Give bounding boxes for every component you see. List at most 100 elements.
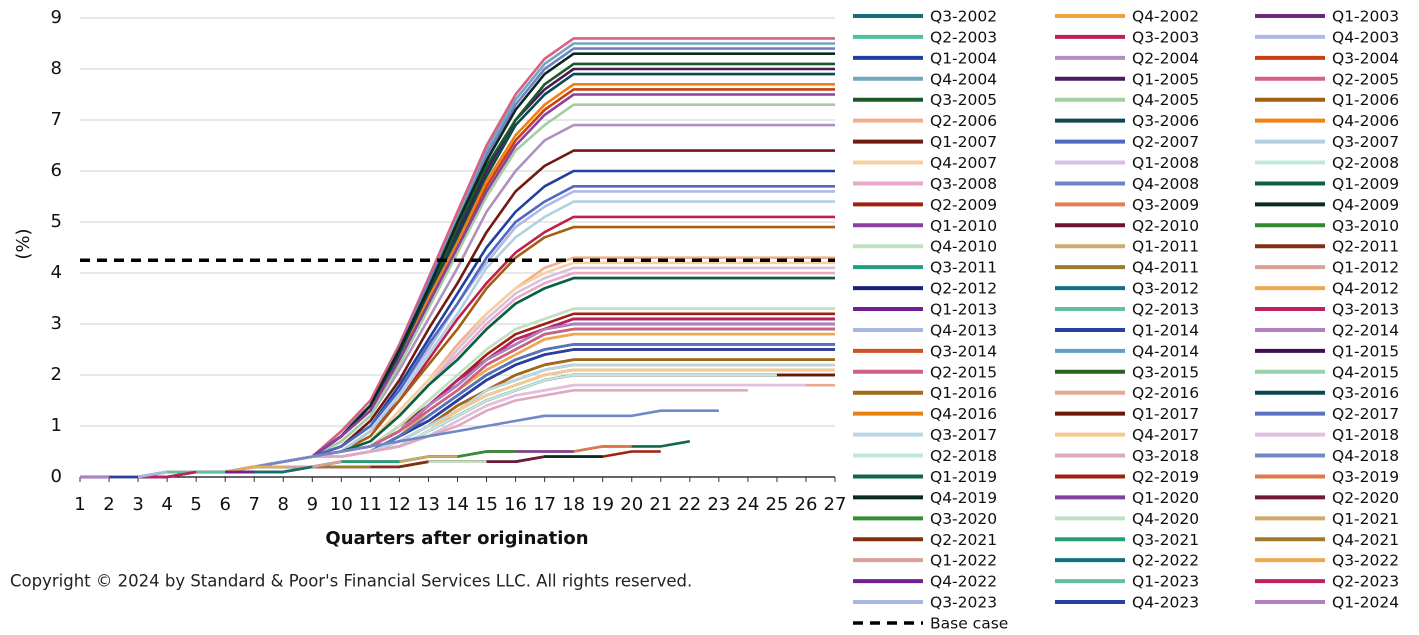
legend-label: Q2-2008 <box>1332 154 1399 172</box>
legend-label: Q2-2022 <box>1132 552 1199 570</box>
x-tick-label: 14 <box>446 494 469 515</box>
legend-label: Q2-2016 <box>1132 384 1199 402</box>
legend-label: Q1-2007 <box>930 133 997 151</box>
legend-label: Q3-2008 <box>930 175 997 193</box>
legend-label: Q1-2008 <box>1132 154 1199 172</box>
x-tick-label: 22 <box>678 494 701 515</box>
legend-label: Q3-2006 <box>1132 112 1199 130</box>
legend-label: Q3-2003 <box>1132 28 1199 46</box>
x-tick-label: 3 <box>132 494 143 515</box>
legend-label: Q2-2013 <box>1132 301 1199 319</box>
legend-label: Q3-2005 <box>930 91 997 109</box>
series-line <box>80 256 835 479</box>
legend-label: Q2-2012 <box>930 280 997 298</box>
legend-label: Q2-2021 <box>930 531 997 549</box>
series-line <box>80 358 835 479</box>
series-line <box>80 460 429 479</box>
legend-label: Q1-2005 <box>1132 70 1199 88</box>
legend-label: Q2-2014 <box>1332 321 1399 339</box>
legend-label: Q1-2020 <box>1132 489 1199 507</box>
legend-label: Q1-2009 <box>1332 175 1399 193</box>
legend-label: Q1-2004 <box>930 49 997 67</box>
legend-label: Q3-2011 <box>930 259 997 277</box>
legend-label: Q3-2002 <box>930 8 997 26</box>
legend-label: Q1-2023 <box>1132 573 1199 591</box>
legend-label: Q1-2024 <box>1332 594 1399 612</box>
legend-label: Q4-2004 <box>930 70 997 88</box>
y-axis-label: (%) <box>13 228 34 259</box>
legend-label: Q4-2009 <box>1332 196 1399 214</box>
legend-label: Q2-2006 <box>930 112 997 130</box>
legend-label: Q4-2014 <box>1132 342 1199 360</box>
x-tick-label: 23 <box>707 494 730 515</box>
legend-label: Q2-2010 <box>1132 217 1199 235</box>
y-tick-label: 8 <box>51 58 62 79</box>
y-tick-label: 4 <box>51 262 62 283</box>
legend-label: Q3-2013 <box>1332 301 1399 319</box>
x-tick-label: 27 <box>824 494 847 515</box>
legend-label: Q1-2016 <box>930 384 997 402</box>
legend-label: Q2-2003 <box>930 28 997 46</box>
x-tick-label: 2 <box>103 494 114 515</box>
y-tick-label: 3 <box>51 313 62 334</box>
legend-label: Q4-2002 <box>1132 8 1199 26</box>
legend-label: Q3-2007 <box>1332 133 1399 151</box>
legend-label: Q2-2017 <box>1332 405 1399 423</box>
legend-label: Q1-2012 <box>1332 259 1399 277</box>
legend-label: Q1-2021 <box>1332 510 1399 528</box>
legend-label: Q4-2019 <box>930 489 997 507</box>
legend-label: Q4-2007 <box>930 154 997 172</box>
x-tick-label: 11 <box>359 494 382 515</box>
legend-label: Q3-2010 <box>1332 217 1399 235</box>
x-tick-label: 24 <box>736 494 759 515</box>
legend-label: Q4-2016 <box>930 405 997 423</box>
legend-label: Q3-2021 <box>1132 531 1199 549</box>
y-tick-label: 7 <box>51 109 62 130</box>
x-tick-label: 4 <box>161 494 172 515</box>
legend-label: Q1-2011 <box>1132 238 1199 256</box>
x-tick-label: 26 <box>795 494 818 515</box>
legend-label: Q2-2009 <box>930 196 997 214</box>
series-line <box>80 266 835 479</box>
legend-label: Q4-2012 <box>1332 280 1399 298</box>
legend-label: Q1-2014 <box>1132 321 1199 339</box>
x-tick-label: 16 <box>504 494 527 515</box>
legend-label: Q3-2018 <box>1132 447 1199 465</box>
legend-label: Q4-2021 <box>1332 531 1399 549</box>
legend-label: Q4-2017 <box>1132 426 1199 444</box>
x-axis-label: Quarters after origination <box>325 528 588 549</box>
x-tick-label: 25 <box>765 494 788 515</box>
x-tick-label: 12 <box>388 494 411 515</box>
legend-label: Q2-2020 <box>1332 489 1399 507</box>
x-tick-label: 5 <box>190 494 201 515</box>
legend-label: Q1-2017 <box>1132 405 1199 423</box>
legend-label: Q2-2018 <box>930 447 997 465</box>
series-line <box>80 358 835 479</box>
legend-label: Q2-2004 <box>1132 49 1199 67</box>
legend-label: Q4-2006 <box>1332 112 1399 130</box>
x-tick-label: 9 <box>307 494 318 515</box>
legend-label: Q4-2011 <box>1132 259 1199 277</box>
footnote: Copyright © 2024 by Standard & Poor's Fi… <box>10 572 692 591</box>
legend-label: Q1-2010 <box>930 217 997 235</box>
legend-label: Q3-2015 <box>1132 363 1199 381</box>
y-tick-label: 6 <box>51 160 62 181</box>
legend-label: Q2-2019 <box>1132 468 1199 486</box>
legend-label: Q1-2022 <box>930 552 997 570</box>
series-line <box>80 460 487 479</box>
series-line <box>80 123 835 479</box>
y-tick-label: 5 <box>51 211 62 232</box>
legend-label: Q1-2018 <box>1332 426 1399 444</box>
y-tick-label: 2 <box>51 364 62 385</box>
x-tick-label: 13 <box>417 494 440 515</box>
x-tick-label: 20 <box>620 494 643 515</box>
legend-label: Q2-2023 <box>1332 573 1399 591</box>
legend-label: Q3-2022 <box>1332 552 1399 570</box>
y-tick-label: 0 <box>51 466 62 487</box>
legend-label: Q4-2013 <box>930 321 997 339</box>
legend-label: Q4-2005 <box>1132 91 1199 109</box>
legend-label: Q3-2004 <box>1332 49 1399 67</box>
legend-label: Q4-2023 <box>1132 594 1199 612</box>
legend-label: Q3-2020 <box>930 510 997 528</box>
